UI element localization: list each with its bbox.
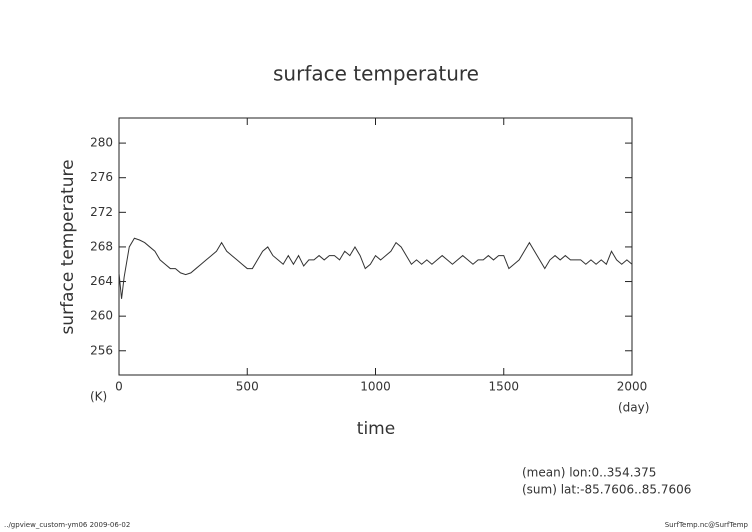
y-tick-label: 256 xyxy=(90,343,113,357)
footer: SurfTemp.nc@SurfTemp xyxy=(665,521,749,529)
y-tick-label: 260 xyxy=(90,309,113,323)
y-tick-label: 264 xyxy=(90,274,113,288)
plot-frame xyxy=(118,117,633,376)
y-tick-label: 280 xyxy=(90,136,113,150)
footer: ../gpview_custom-ym06 2009-06-02 xyxy=(4,521,130,529)
x-tick-label: 1500 xyxy=(488,380,519,394)
x-tick-label: 500 xyxy=(236,380,259,394)
x-tick-label: 1000 xyxy=(360,380,391,394)
annotation: (sum) lat:-85.7606..85.7606 xyxy=(522,483,691,497)
data-line xyxy=(118,237,633,299)
y-unit: (K) xyxy=(90,390,107,404)
chart-title: surface temperature xyxy=(273,62,479,86)
y-tick-label: 268 xyxy=(90,239,113,253)
x-tick-label: 0 xyxy=(115,380,123,394)
y-tick-label: 276 xyxy=(90,170,113,184)
x-tick-label: 2000 xyxy=(617,380,648,394)
annotation: (mean) lon:0..354.375 xyxy=(522,466,656,480)
y-axis-label: surface temperature xyxy=(58,159,78,334)
y-tick-label: 272 xyxy=(90,205,113,219)
x-axis-label: time xyxy=(357,419,395,439)
x-unit: (day) xyxy=(618,401,649,415)
